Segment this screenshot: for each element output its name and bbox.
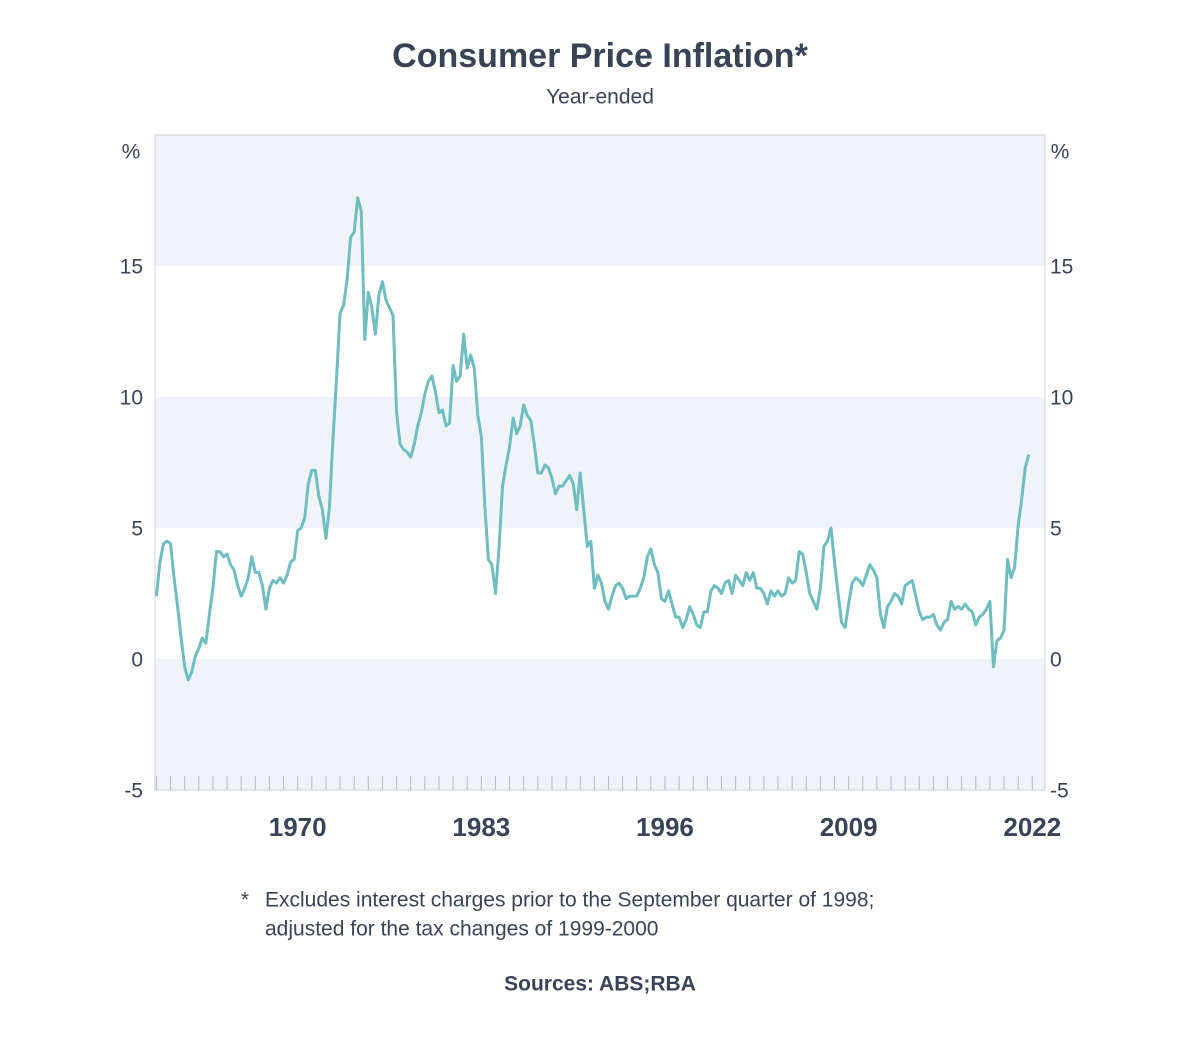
y-tick-label: 0 [131,649,143,672]
x-tick-label: 2009 [820,812,878,842]
x-tick-label: 1983 [452,812,510,842]
band [155,135,1045,266]
y2-tick-label: 10 [1050,387,1073,410]
y2-tick-label: -5 [1050,780,1069,803]
x-tick-label: 2022 [1003,812,1061,842]
footnote-mark: * [241,889,249,912]
chart-subtitle: Year-ended [546,86,654,109]
y-unit: % [122,141,141,164]
y2-tick-label: 0 [1050,649,1062,672]
band [155,659,1045,790]
chart-title: Consumer Price Inflation* [392,37,808,75]
band [155,397,1045,528]
y-tick-label: 15 [120,256,143,279]
plot-frame [154,134,1046,791]
y2-unit: % [1051,141,1070,164]
y2-tick-label: 5 [1050,518,1062,541]
y-tick-label: 5 [131,518,143,541]
x-tick-label: 1996 [636,812,694,842]
y-tick-label: -5 [124,780,143,803]
footnote: adjusted for the tax changes of 1999-200… [265,918,658,941]
x-tick-label: 1970 [269,812,327,842]
y-tick-label: 10 [120,387,143,410]
line [154,196,1031,682]
sources: Sources: ABS;RBA [504,973,696,996]
y2-tick-label: 15 [1050,256,1073,279]
footnote: Excludes interest charges prior to the S… [265,889,874,912]
